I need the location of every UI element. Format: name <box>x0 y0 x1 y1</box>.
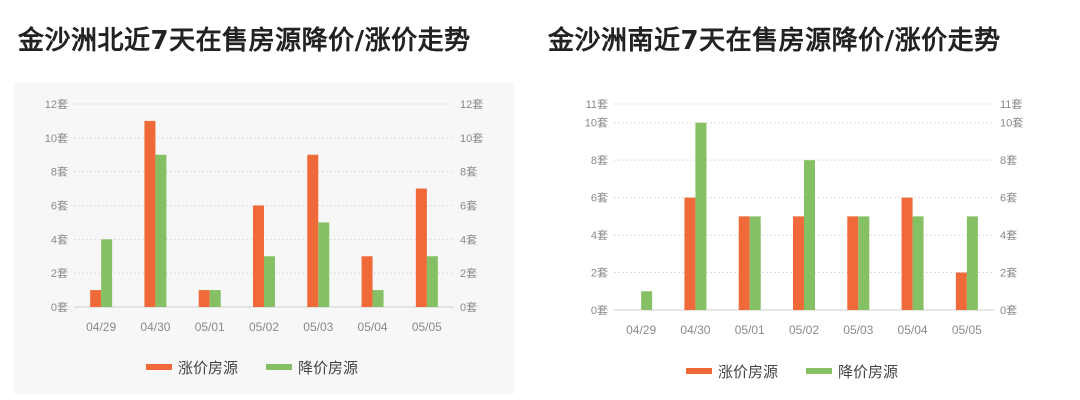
x-tick-label: 04/30 <box>680 323 710 337</box>
x-tick-label: 05/04 <box>358 320 388 334</box>
fall-bar-05-03 <box>858 216 870 310</box>
chart-panel-north: 金沙洲北近7天在售房源降价/涨价走势 0套 0套 2套 2套 4套 4套 6套 6套 8套 8套 1… <box>14 26 514 394</box>
fall-bar-05-01 <box>749 216 761 310</box>
chart-area-south: 0套 0套 2套 2套 4套 4套 6套 6套 8套 8套 10套 10套 11套 11套 04/29 04/… <box>546 82 1046 394</box>
y-tick-label-right: 8套 <box>460 166 477 179</box>
bar-chart-south: 0套 0套 2套 2套 4套 4套 6套 6套 8套 8套 10套 10套 11套 11套 04/29 04/… <box>585 98 1024 381</box>
x-tick-label: 05/02 <box>789 323 819 337</box>
y-tick-label-right: 10套 <box>1000 117 1023 130</box>
x-tick-label: 05/01 <box>735 323 765 337</box>
y-tick-label-left: 2套 <box>591 267 608 280</box>
fall-bar-04-29 <box>641 291 653 310</box>
fall-bar-05-04 <box>912 216 924 310</box>
y-tick-label-right: 4套 <box>1000 229 1017 242</box>
x-tick-label: 05/05 <box>952 323 982 337</box>
chart-title-south: 金沙洲南近7天在售房源降价/涨价走势 <box>548 26 1001 56</box>
fall-legend-label: 降价房源 <box>838 363 898 381</box>
rise-bar-05-01 <box>738 216 750 310</box>
rise-bar-05-02 <box>793 216 804 310</box>
fall-bar-05-04 <box>372 290 384 307</box>
y-tick-label-left: 8套 <box>51 166 68 179</box>
x-tick-label: 05/03 <box>303 320 333 334</box>
y-tick-label-left: 8套 <box>591 154 608 167</box>
y-tick-label-left: 2套 <box>51 267 68 280</box>
y-tick-label-left: 10套 <box>585 117 608 130</box>
fall-bar-05-03 <box>318 222 330 307</box>
fall-bar-04-29 <box>101 239 113 307</box>
y-tick-label-right: 12套 <box>460 98 483 111</box>
rise-bar-05-01 <box>198 290 210 307</box>
rise-legend-swatch <box>686 368 712 374</box>
rise-bar-05-03 <box>847 216 859 310</box>
chart-title-north: 金沙洲北近7天在售房源降价/涨价走势 <box>18 26 471 56</box>
fall-bar-05-05 <box>966 216 978 310</box>
rise-bar-05-03 <box>307 154 319 307</box>
y-tick-label-left: 4套 <box>51 233 68 246</box>
y-tick-label-left: 0套 <box>591 304 608 317</box>
rise-legend-swatch <box>146 364 172 370</box>
y-tick-label-right: 2套 <box>1000 267 1017 280</box>
x-tick-label: 05/01 <box>195 320 225 334</box>
rise-bar-04-30 <box>684 197 696 310</box>
y-tick-label-right: 4套 <box>460 233 477 246</box>
rise-bar-05-02 <box>253 205 264 307</box>
y-tick-label-right: 11套 <box>1000 98 1022 111</box>
rise-legend-label: 涨价房源 <box>718 363 778 381</box>
x-tick-label: 05/02 <box>249 320 279 334</box>
rise-bar-05-05 <box>415 188 427 307</box>
y-tick-label-left: 4套 <box>591 229 608 242</box>
fall-legend-swatch <box>806 368 832 374</box>
fall-bar-04-30 <box>155 154 167 307</box>
y-tick-label-left: 12套 <box>45 98 68 111</box>
y-tick-label-right: 6套 <box>460 200 477 213</box>
fall-bar-05-02 <box>264 256 275 307</box>
rise-bar-04-29 <box>90 290 102 307</box>
x-tick-label: 05/04 <box>898 323 928 337</box>
y-tick-label-left: 6套 <box>591 192 608 205</box>
rise-legend-label: 涨价房源 <box>178 359 238 377</box>
y-tick-label-right: 2套 <box>460 267 477 280</box>
y-tick-label-left: 11套 <box>586 98 608 111</box>
rise-bar-05-04 <box>361 256 373 307</box>
fall-bar-04-30 <box>695 122 707 311</box>
x-tick-label: 04/29 <box>86 320 116 334</box>
fall-bar-05-05 <box>426 256 438 307</box>
fall-bar-05-02 <box>804 160 815 310</box>
y-tick-label-left: 10套 <box>45 132 68 145</box>
y-tick-label-left: 6套 <box>51 200 68 213</box>
x-tick-label: 05/03 <box>843 323 873 337</box>
chart-area-north: 0套 0套 2套 2套 4套 4套 6套 6套 8套 8套 10套 10套 12套 12套 04/29 04/… <box>14 82 514 394</box>
x-tick-label: 05/05 <box>412 320 442 334</box>
fall-bar-05-01 <box>209 290 221 307</box>
y-tick-label-right: 6套 <box>1000 192 1017 205</box>
rise-bar-05-04 <box>901 197 913 310</box>
rise-bar-05-05 <box>955 272 967 310</box>
bar-chart-north: 0套 0套 2套 2套 4套 4套 6套 6套 8套 8套 10套 10套 12套 12套 04/29 04/… <box>45 98 484 377</box>
y-tick-label-right: 0套 <box>460 301 477 314</box>
y-tick-label-right: 0套 <box>1000 304 1017 317</box>
rise-bar-04-30 <box>144 120 156 307</box>
fall-legend-swatch <box>266 364 292 370</box>
fall-legend-label: 降价房源 <box>298 359 358 377</box>
x-tick-label: 04/30 <box>140 320 170 334</box>
x-tick-label: 04/29 <box>626 323 656 337</box>
y-tick-label-left: 0套 <box>51 301 68 314</box>
chart-panel-south: 金沙洲南近7天在售房源降价/涨价走势 0套 0套 2套 2套 4套 4套 6套 6套 8套 8套 1… <box>540 0 1080 400</box>
y-tick-label-right: 8套 <box>1000 154 1017 167</box>
y-tick-label-right: 10套 <box>460 132 483 145</box>
